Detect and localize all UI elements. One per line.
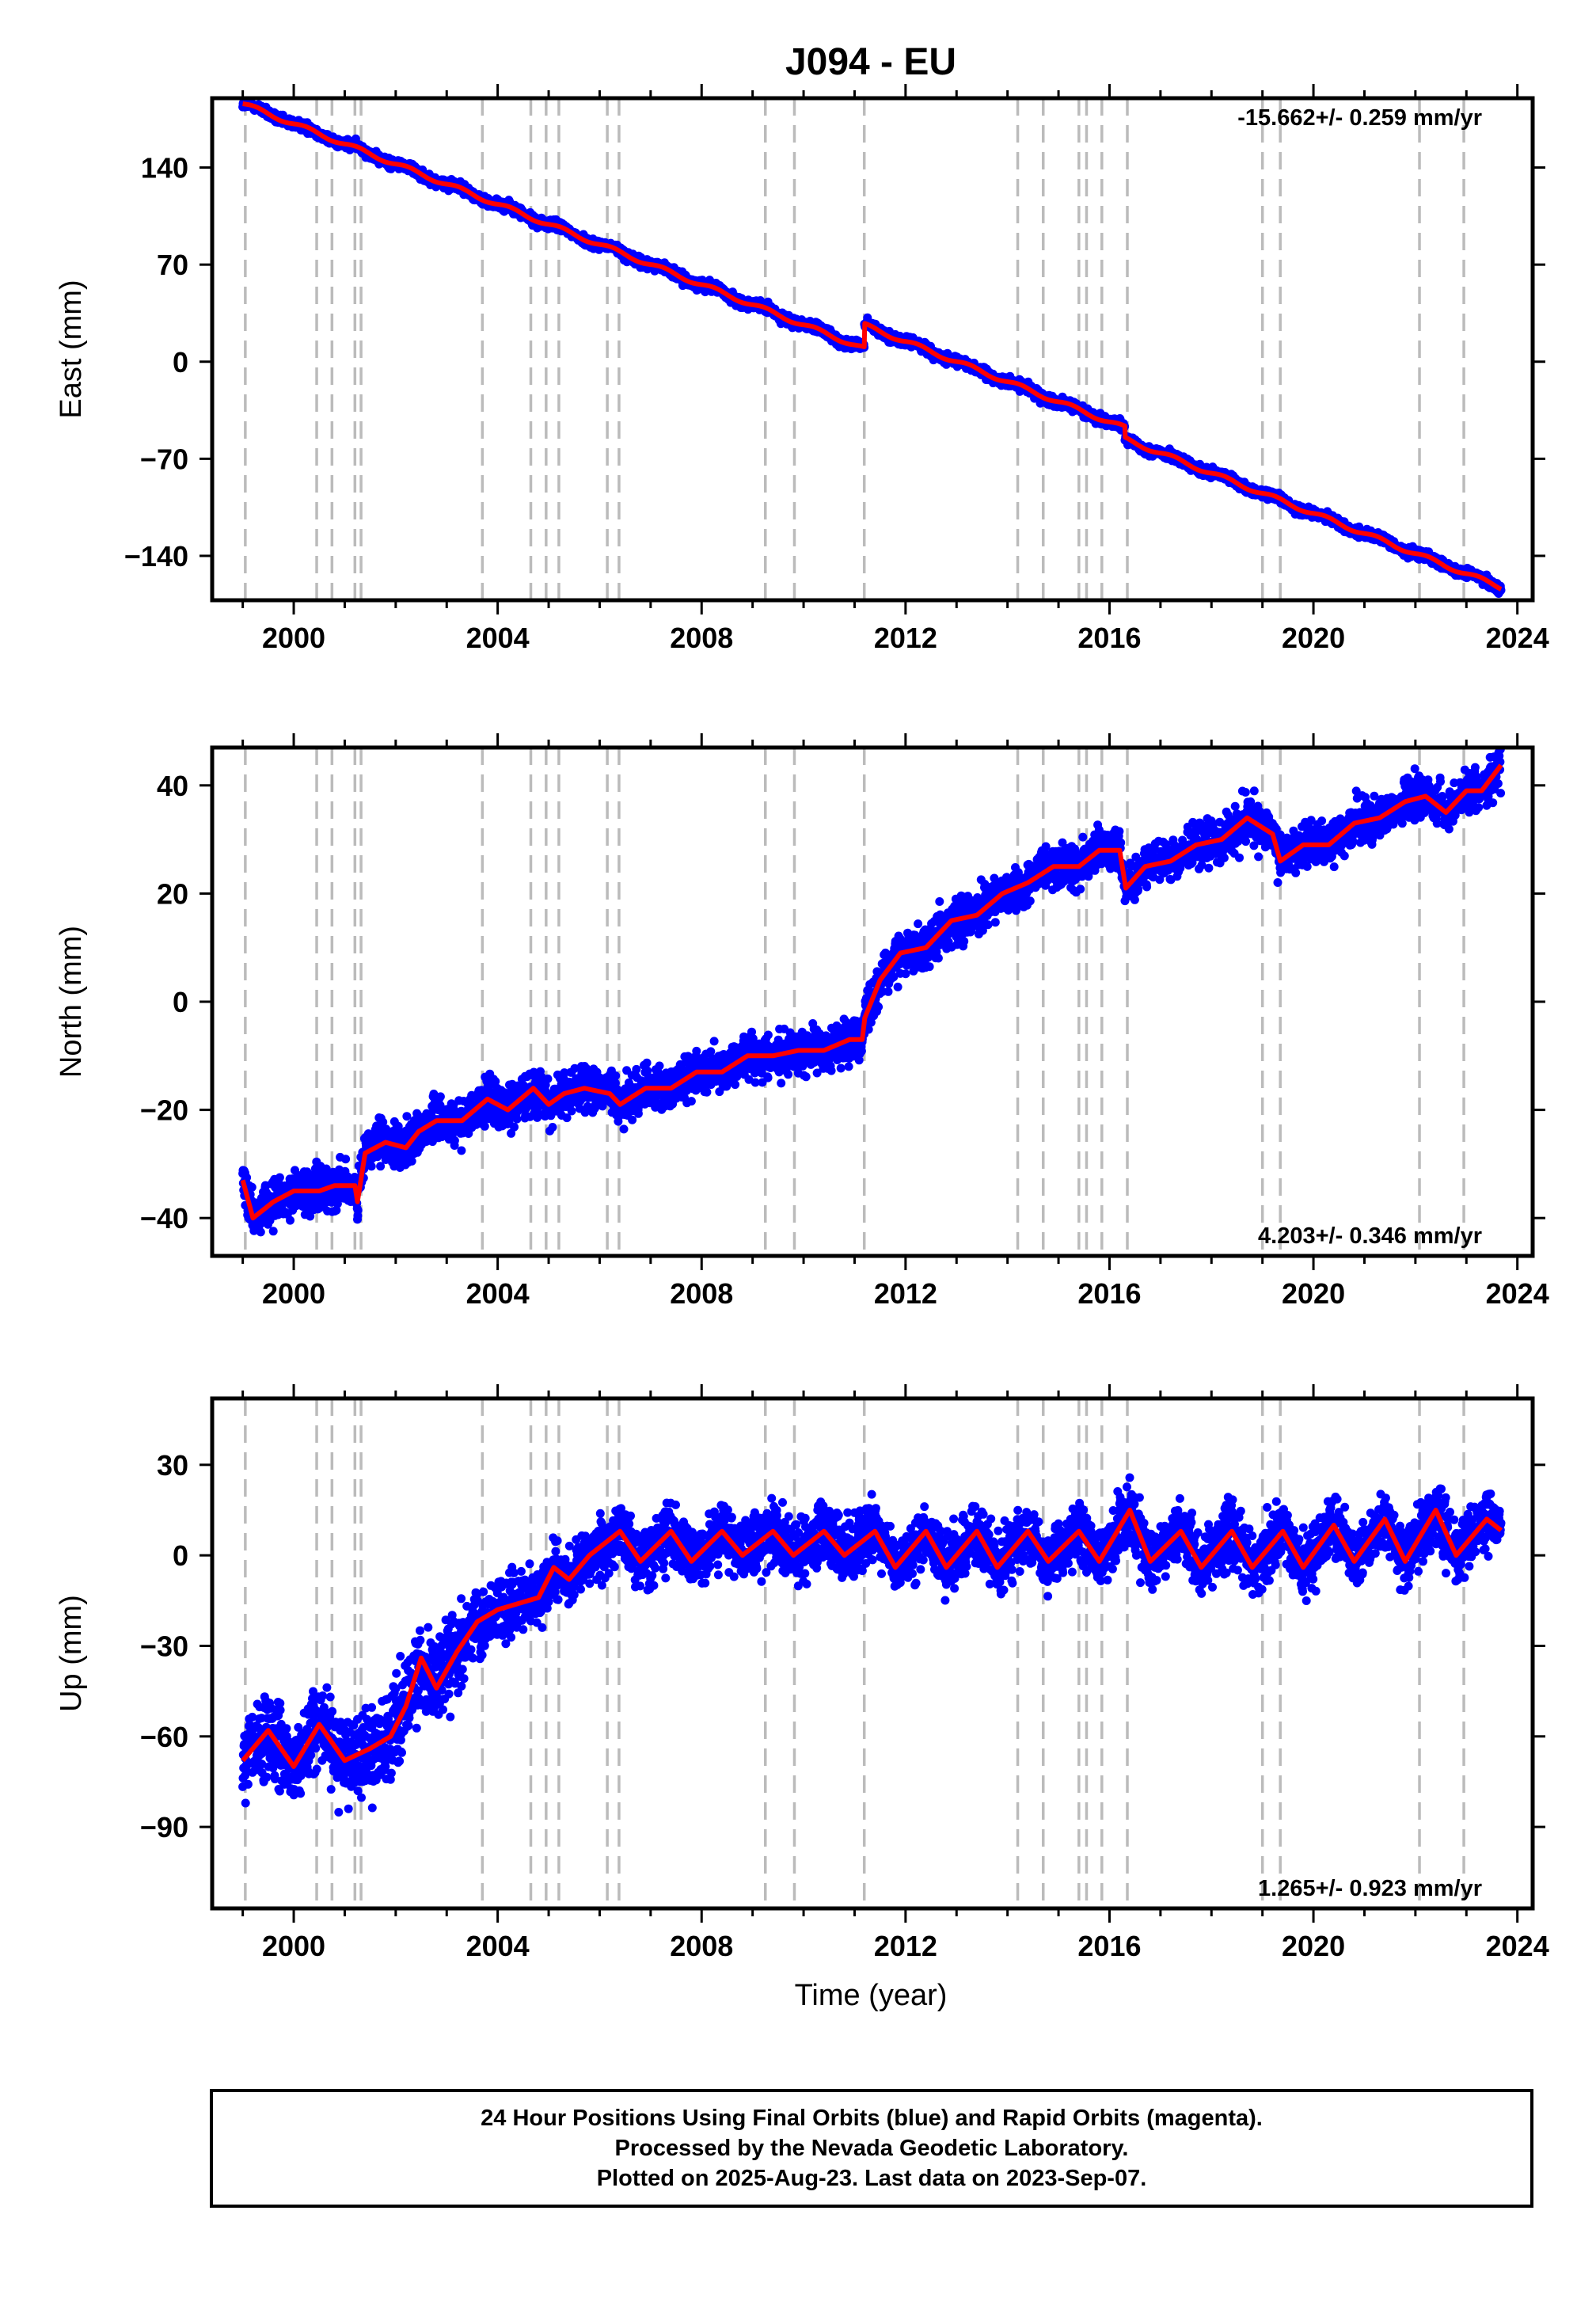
y-tick-label: 70 [157, 249, 188, 281]
east-data-points [238, 98, 1506, 598]
x-tick-label: 2008 [670, 622, 733, 654]
east-y-axis-label: East (mm) [55, 280, 88, 418]
data-point [341, 1155, 351, 1164]
data-point [268, 1227, 278, 1236]
data-point [256, 1227, 265, 1237]
y-tick-label: 140 [141, 152, 188, 185]
east-rate-label: -15.662+/- 0.259 mm/yr [1237, 105, 1482, 131]
y-tick-label: −70 [140, 443, 188, 475]
north-panel: 2000 2004 2008 2012 2016 2020 202440200−20−40N… [55, 733, 1549, 1310]
x-tick-label: 2020 [1282, 622, 1345, 654]
x-tick-label: 2024 [1486, 622, 1549, 654]
data-point [286, 1216, 294, 1225]
y-tick-label: 0 [173, 346, 188, 379]
east-panel: 2000 2004 2008 2012 2016 2020 2024 140 70 0 −70 −14… [55, 84, 1549, 654]
x-tick-label: 2000 [262, 622, 325, 654]
y-tick-label: −140 [124, 540, 188, 573]
data-point [275, 1173, 284, 1182]
north-data-points [238, 748, 1506, 1237]
north-step-lines [244, 748, 1465, 1256]
data-point [247, 1182, 256, 1192]
x-tick-label: 2004 [466, 622, 530, 654]
x-tick-label: 2012 [874, 622, 937, 654]
x-tick-label: 2016 [1077, 622, 1141, 654]
chart-title: J094 - EU [785, 41, 956, 83]
